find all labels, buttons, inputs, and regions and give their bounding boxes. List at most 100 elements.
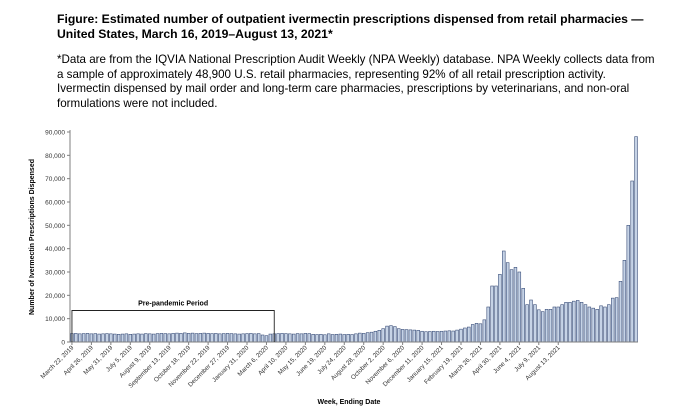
- bar: [404, 329, 409, 343]
- bar: [393, 326, 397, 343]
- bar: [373, 330, 378, 343]
- bar: [148, 333, 152, 343]
- bar: [237, 333, 241, 343]
- bar: [253, 333, 257, 343]
- y-tick-label: 30,000: [45, 270, 65, 277]
- bar: [330, 334, 335, 343]
- y-tick-label: 20,000: [45, 293, 65, 300]
- bar: [502, 250, 506, 343]
- bar: [116, 333, 121, 343]
- bar: [89, 333, 94, 343]
- y-tick-label: 70,000: [45, 176, 65, 183]
- bar: [548, 309, 553, 343]
- bar: [470, 324, 475, 343]
- bar: [218, 333, 222, 343]
- bar: [412, 329, 416, 343]
- bar: [140, 333, 144, 343]
- bar: [630, 180, 634, 343]
- bar: [552, 306, 557, 343]
- bar: [517, 271, 522, 343]
- bar: [327, 333, 331, 343]
- bar: [190, 332, 195, 343]
- bar: [490, 285, 494, 343]
- bar: [81, 333, 86, 343]
- pre-pandemic-label: Pre-pandemic Period: [138, 301, 208, 308]
- bar: [482, 319, 487, 343]
- bar: [478, 323, 483, 343]
- bar: [381, 328, 385, 343]
- bar: [323, 334, 327, 343]
- bar: [210, 333, 214, 343]
- bar: [572, 300, 576, 343]
- bar: [268, 333, 273, 343]
- bar: [416, 330, 420, 343]
- bar: [206, 333, 210, 343]
- bar: [486, 306, 490, 343]
- bar: [618, 281, 623, 343]
- bar: [315, 334, 319, 343]
- y-tick-label: 80,000: [45, 153, 65, 160]
- pre-pandemic-bracket: [71, 310, 275, 342]
- bar: [389, 325, 393, 343]
- bar: [564, 302, 568, 343]
- bar: [288, 333, 292, 343]
- bar: [494, 285, 498, 343]
- x-tick-label: March 22, 2019: [39, 344, 75, 380]
- bar: [113, 333, 117, 343]
- bar: [435, 331, 440, 343]
- bar: [342, 334, 346, 343]
- bar: [420, 330, 424, 343]
- bar: [167, 333, 171, 343]
- bar: [424, 331, 428, 343]
- bar: [291, 333, 296, 343]
- y-tick-label: 0: [61, 340, 65, 347]
- bar: [463, 327, 467, 343]
- bar: [544, 309, 549, 343]
- bar: [369, 331, 374, 343]
- y-tick-label: 90,000: [45, 130, 65, 137]
- bar: [136, 333, 140, 343]
- bar: [467, 326, 471, 343]
- bar: [109, 333, 113, 343]
- bar: [307, 333, 311, 343]
- bar: [350, 334, 354, 343]
- bar: [151, 333, 156, 343]
- bar: [537, 309, 541, 343]
- bar: [260, 334, 265, 343]
- bar: [97, 333, 101, 343]
- y-tick-label: 50,000: [45, 223, 65, 230]
- bar: [319, 333, 323, 343]
- bar: [365, 332, 370, 343]
- bar: [295, 333, 300, 343]
- bar: [78, 333, 82, 343]
- bar: [124, 333, 129, 343]
- bar: [194, 333, 199, 343]
- y-tick-label: 60,000: [45, 200, 65, 207]
- bar: [599, 305, 603, 343]
- bar: [221, 333, 226, 343]
- y-axis: 0 10,000 20,000 30,000 40,000 50,000 60,000 70,…: [45, 130, 71, 347]
- bar: [455, 329, 459, 343]
- bar: [334, 333, 339, 343]
- bar: [575, 300, 580, 343]
- x-tick-label: August 13, 2021: [524, 344, 562, 382]
- bar: [611, 297, 615, 343]
- data-source-footnote: *Data are from the IQVIA National Prescr…: [57, 53, 655, 110]
- bar: [614, 297, 619, 343]
- bar: [85, 333, 90, 343]
- bar: [311, 333, 315, 343]
- bar: [451, 330, 455, 343]
- bar: [505, 262, 510, 343]
- bar: [198, 333, 203, 343]
- bar: [591, 307, 595, 343]
- bar: [439, 330, 444, 343]
- bar: [385, 325, 389, 343]
- x-axis-title: Week, Ending Date: [318, 399, 381, 406]
- bar: [241, 333, 245, 343]
- bar: [264, 335, 269, 343]
- bar: [362, 333, 366, 343]
- bar: [587, 306, 592, 343]
- bar: [338, 333, 343, 343]
- bar: [509, 269, 514, 343]
